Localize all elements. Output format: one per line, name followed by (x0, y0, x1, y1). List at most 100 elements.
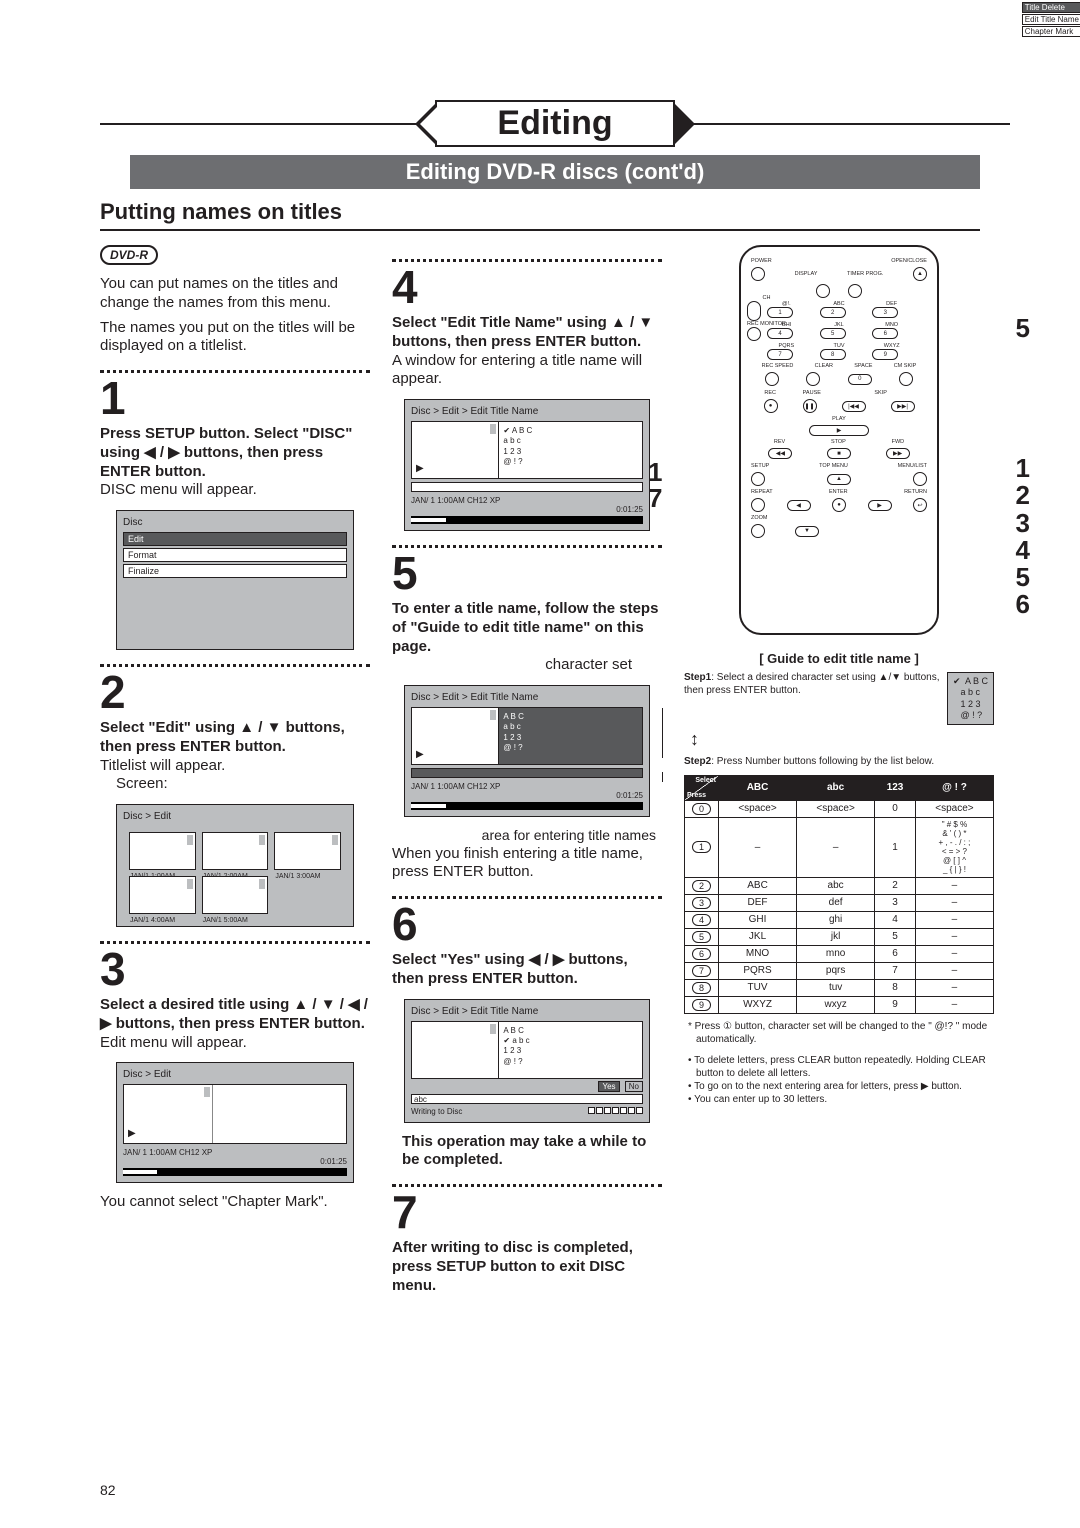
remote-pointer-stack: 1 2 3 4 5 6 (1016, 455, 1030, 619)
divider (100, 941, 370, 944)
step-4-num: 4 (392, 264, 662, 310)
step-1-bold: Press SETUP button. Select "DISC" using … (100, 425, 370, 481)
remote-pointer-5: 5 (1016, 313, 1030, 344)
remote-diagram: 1 7 5 1 2 3 4 5 6 POWEROPEN/CLOSE DISPLA… (684, 245, 994, 635)
ch-rocker[interactable] (747, 301, 761, 321)
table-cell: <space> (719, 800, 797, 817)
num-9[interactable]: 9 (872, 349, 898, 360)
eject-button[interactable]: ▲ (913, 267, 927, 281)
writing-label: Writing to Disc (411, 1107, 462, 1116)
charset-label: character set (392, 656, 662, 675)
table-cell: – (915, 911, 993, 928)
chapter-title-box: Editing (435, 100, 674, 147)
table-key: 9 (685, 996, 719, 1013)
no-button[interactable]: No (625, 1081, 643, 1092)
step-7-bold: After writing to disc is completed, pres… (392, 1239, 662, 1295)
char-table: Select Press ABC abc 123 @ ! ? 0<space><… (684, 775, 994, 1014)
divider (100, 664, 370, 667)
num-8[interactable]: 8 (820, 349, 846, 360)
table-cell: – (915, 979, 993, 996)
num-7[interactable]: 7 (767, 349, 793, 360)
step-3-plain: Edit menu will appear. (100, 1034, 370, 1053)
guide-notes: To delete letters, press CLEAR button re… (684, 1054, 994, 1106)
table-cell: abc (797, 877, 875, 894)
step-2-num: 2 (100, 669, 370, 715)
table-key: 1 (685, 817, 719, 877)
table-key: 0 (685, 800, 719, 817)
title-thumb: JAN/1 1:00AM (129, 832, 196, 870)
progress-bar (123, 1168, 347, 1176)
yes-button[interactable]: Yes (598, 1081, 619, 1092)
osd-item: Finalize (123, 564, 347, 578)
table-cell: – (719, 817, 797, 877)
num-5[interactable]: 5 (820, 328, 846, 339)
rec-button[interactable]: ● (764, 399, 778, 413)
step-3-note: You cannot select "Chapter Mark". (100, 1193, 370, 1212)
table-cell: GHI (719, 911, 797, 928)
table-cell: – (915, 945, 993, 962)
osd-edit-menu: Disc > Edit ▶ Title Delete Edit Title Na… (116, 1062, 354, 1183)
title-thumb: JAN/1 5:00AM (202, 876, 269, 914)
table-cell: 1 (875, 817, 916, 877)
num-2[interactable]: 2 (820, 307, 846, 318)
play-icon: ▶ (416, 463, 424, 474)
table-cell: 2 (875, 877, 916, 894)
intro-p2: The names you put on the titles will be … (100, 319, 370, 357)
guide-step2: Step2: Press Number buttons following by… (684, 756, 994, 769)
rule-left (100, 123, 435, 125)
table-cell: – (915, 877, 993, 894)
divider (392, 896, 662, 899)
table-cell: 9 (875, 996, 916, 1013)
setup-button[interactable] (751, 472, 765, 486)
table-key: 7 (685, 962, 719, 979)
osd-crumb: Disc (123, 517, 347, 528)
table-cell: – (915, 894, 993, 911)
num-0[interactable]: 0 (848, 374, 872, 385)
table-cell: wxyz (797, 996, 875, 1013)
play-icon: ▶ (128, 1128, 136, 1139)
table-cell: DEF (719, 894, 797, 911)
osd-title-entry-5: Disc > Edit > Edit Title Name ▶ A B C a … (404, 685, 650, 817)
divider (100, 370, 370, 373)
step-6-bold: Select "Yes" using ◀ / ▶ buttons, then p… (392, 951, 662, 989)
table-cell: 8 (875, 979, 916, 996)
chapter-title: Editing (497, 104, 612, 142)
step-5-plain: When you finish entering a title name, p… (392, 845, 662, 883)
title-thumb: JAN/1 2:00AM (202, 832, 269, 870)
step-1-plain: DISC menu will appear. (100, 481, 370, 500)
step-4-bold: Select "Edit Title Name" using ▲ / ▼ but… (392, 314, 662, 352)
step-5-num: 5 (392, 550, 662, 596)
divider (392, 259, 662, 262)
table-cell: 3 (875, 894, 916, 911)
table-cell: <space> (915, 800, 993, 817)
screen-label: Screen: (116, 775, 370, 794)
step-4-plain: A window for entering a title name will … (392, 352, 662, 390)
step-6-warn: This operation may take a while to be co… (402, 1133, 652, 1171)
title-thumb: JAN/1 4:00AM (129, 876, 196, 914)
table-cell: 4 (875, 911, 916, 928)
play-button[interactable]: ▶ (809, 425, 869, 436)
table-cell: tuv (797, 979, 875, 996)
osd-crumb: Disc > Edit > Edit Title Name (411, 406, 643, 417)
step-6-num: 6 (392, 901, 662, 947)
table-key: 4 (685, 911, 719, 928)
enter-button[interactable]: ● (832, 498, 846, 512)
table-cell: PQRS (719, 962, 797, 979)
intro-p1: You can put names on the titles and chan… (100, 275, 370, 313)
table-cell: <space> (797, 800, 875, 817)
section-title: Putting names on titles (100, 199, 980, 231)
page-number: 82 (100, 1482, 116, 1498)
table-key: 5 (685, 928, 719, 945)
column-mid: 4 Select "Edit Title Name" using ▲ / ▼ b… (392, 245, 662, 1295)
table-cell: def (797, 894, 875, 911)
divider (392, 1184, 662, 1187)
osd-disc-menu: Disc Edit Format Finalize (116, 510, 354, 650)
num-3[interactable]: 3 (872, 307, 898, 318)
osd-item: Format (123, 548, 347, 562)
num-6[interactable]: 6 (872, 328, 898, 339)
table-cell: mno (797, 945, 875, 962)
power-button[interactable] (751, 267, 765, 281)
table-cell: 5 (875, 928, 916, 945)
guide-charset-box: ✔ A B C a b c 1 2 3 @ ! ? (947, 672, 994, 725)
column-left: DVD-R You can put names on the titles an… (100, 245, 370, 1295)
